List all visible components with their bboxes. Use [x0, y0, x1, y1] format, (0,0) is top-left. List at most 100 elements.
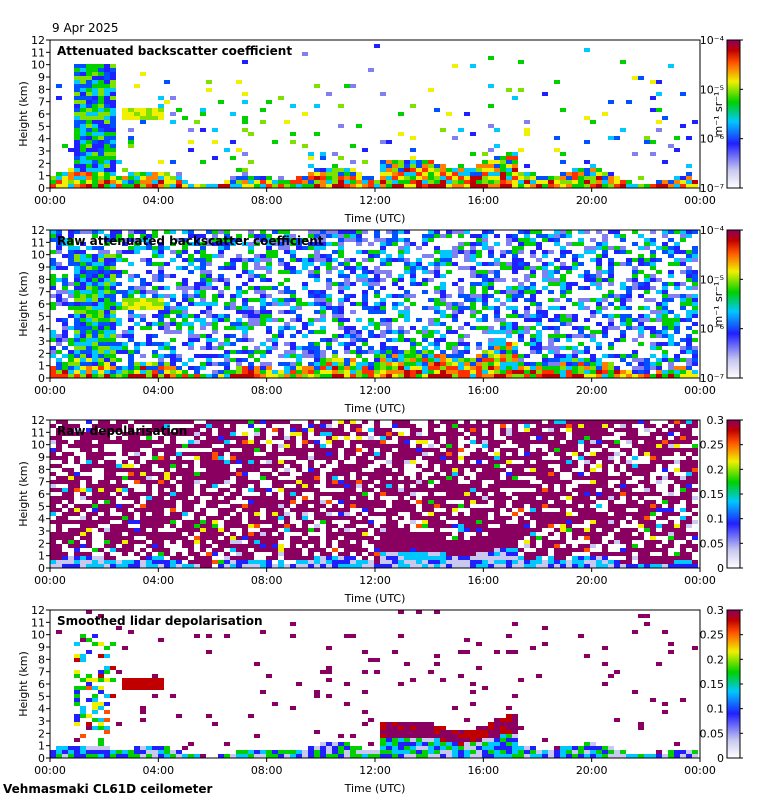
heatmap-cell	[554, 350, 560, 354]
heatmap-cell	[584, 172, 590, 176]
heatmap-cell	[380, 452, 386, 456]
heatmap-cell	[230, 156, 236, 160]
heatmap-cell	[548, 326, 554, 330]
heatmap-cell	[146, 112, 152, 116]
heatmap-cell	[626, 322, 632, 326]
heatmap-cell	[254, 448, 260, 452]
heatmap-cell	[518, 258, 524, 262]
heatmap-cell	[218, 274, 224, 278]
heatmap-cell	[272, 184, 278, 188]
heatmap-cell	[506, 350, 512, 354]
heatmap-cell	[92, 512, 98, 516]
heatmap-cell	[656, 278, 662, 282]
heatmap-cell	[488, 180, 494, 184]
heatmap-cell	[512, 184, 518, 188]
heatmap-cell	[410, 262, 416, 266]
heatmap-cell	[92, 172, 98, 176]
heatmap-cell	[128, 116, 134, 120]
heatmap-cell	[110, 92, 116, 96]
heatmap-cell	[512, 330, 518, 334]
heatmap-cell	[170, 460, 176, 464]
heatmap-cell	[98, 132, 104, 136]
heatmap-cell	[158, 500, 164, 504]
heatmap-cell	[122, 294, 128, 298]
heatmap-cell	[104, 172, 110, 176]
heatmap-cell	[572, 314, 578, 318]
heatmap-cell	[104, 532, 110, 536]
heatmap-cell	[296, 354, 302, 358]
heatmap-cell	[218, 242, 224, 246]
heatmap-cell	[398, 464, 404, 468]
heatmap-cell	[386, 262, 392, 266]
heatmap-cell	[500, 176, 506, 180]
heatmap-cell	[128, 180, 134, 184]
heatmap-cell	[374, 456, 380, 460]
heatmap-cell	[74, 184, 80, 188]
heatmap-cell	[608, 246, 614, 250]
heatmap-cell	[56, 338, 62, 342]
heatmap-cell	[140, 440, 146, 444]
heatmap-cell	[344, 330, 350, 334]
heatmap-cell	[200, 318, 206, 322]
heatmap-cell	[74, 528, 80, 532]
heatmap-cell	[122, 330, 128, 334]
heatmap-cell	[596, 346, 602, 350]
heatmap-cell	[92, 230, 98, 234]
heatmap-cell	[74, 374, 80, 378]
heatmap-cell	[278, 532, 284, 536]
heatmap-cell	[206, 428, 212, 432]
heatmap-cell	[266, 460, 272, 464]
heatmap-cell	[188, 548, 194, 552]
heatmap-cell	[392, 370, 398, 374]
heatmap-cell	[98, 318, 104, 322]
heatmap-cell	[368, 176, 374, 180]
heatmap-cell	[104, 270, 110, 274]
heatmap-cell	[140, 246, 146, 250]
heatmap-cell	[110, 524, 116, 528]
heatmap-cell	[488, 330, 494, 334]
heatmap-cell	[176, 282, 182, 286]
heatmap-cell	[248, 448, 254, 452]
heatmap-cell	[86, 370, 92, 374]
heatmap-cell	[56, 250, 62, 254]
heatmap-cell	[194, 302, 200, 306]
heatmap-cell	[56, 544, 62, 548]
heatmap-cell	[584, 184, 590, 188]
heatmap-cell	[260, 504, 266, 508]
heatmap-cell	[146, 464, 152, 468]
heatmap-cell	[296, 298, 302, 302]
heatmap-cell	[104, 100, 110, 104]
heatmap-cell	[332, 282, 338, 286]
heatmap-cell	[248, 508, 254, 512]
heatmap-cell	[614, 338, 620, 342]
heatmap-cell	[74, 180, 80, 184]
heatmap-cell	[674, 250, 680, 254]
heatmap-cell	[110, 532, 116, 536]
heatmap-cell	[278, 512, 284, 516]
heatmap-cell	[206, 374, 212, 378]
heatmap-cell	[230, 536, 236, 540]
heatmap-cell	[338, 540, 344, 544]
heatmap-cell	[434, 358, 440, 362]
heatmap-cell	[482, 168, 488, 172]
heatmap-cell	[590, 334, 596, 338]
heatmap-cell	[344, 432, 350, 436]
heatmap-cell	[206, 306, 212, 310]
heatmap-cell	[692, 258, 698, 262]
heatmap-cell	[236, 254, 242, 258]
heatmap-cell	[620, 262, 626, 266]
heatmap-cell	[602, 298, 608, 302]
heatmap-cell	[236, 290, 242, 294]
heatmap-cell	[320, 318, 326, 322]
heatmap-cell	[686, 334, 692, 338]
heatmap-cell	[86, 452, 92, 456]
heatmap-cell	[326, 448, 332, 452]
heatmap-cell	[380, 428, 386, 432]
heatmap-cell	[374, 420, 380, 424]
heatmap-cell	[614, 262, 620, 266]
heatmap-cell	[194, 258, 200, 262]
heatmap-cell	[218, 492, 224, 496]
heatmap-cell	[662, 350, 668, 354]
heatmap-cell	[470, 302, 476, 306]
heatmap-cell	[680, 238, 686, 242]
